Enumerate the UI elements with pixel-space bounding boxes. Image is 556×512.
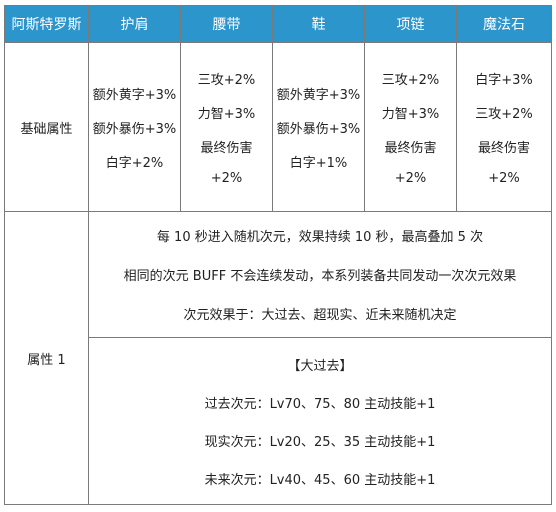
- effect-line: 每 10 秒进入随机次元，效果持续 10 秒，最高叠加 5 次: [156, 230, 484, 245]
- cell-line: 最终伤害: [384, 140, 437, 156]
- cell-line: 最终伤害: [477, 140, 530, 156]
- cell-line: +2%: [394, 170, 427, 186]
- dimension-effect-row: 【大过去】 过去次元：Lv70、75、80 主动技能+1 现实次元：Lv20、2…: [5, 337, 552, 505]
- header-necklace: 项链: [364, 5, 457, 43]
- set-attribute-table: 阿斯特罗斯 护肩 腰带 鞋 项链 魔法石 基础属性 额外黄字+3% 额外暴伤+3…: [4, 5, 552, 505]
- cell-line: +2%: [488, 170, 520, 186]
- cell-line: +2%: [210, 170, 243, 186]
- dimension-line: 过去次元：Lv70、75、80 主动技能+1: [204, 396, 436, 412]
- base-attribute-label: 基础属性: [4, 42, 89, 212]
- set-effect-cell: 每 10 秒进入随机次元，效果持续 10 秒，最高叠加 5 次 相同的次元 BU…: [88, 211, 552, 338]
- cell-line: 力智+3%: [381, 106, 440, 122]
- cell-line: 力智+3%: [197, 106, 256, 122]
- shoulder-base-cell: 额外黄字+3% 额外暴伤+3% 白字+2%: [88, 42, 181, 212]
- header-row: 阿斯特罗斯 护肩 腰带 鞋 项链 魔法石: [4, 5, 552, 43]
- belt-base-cell: 三攻+2% 力智+3% 最终伤害 +2%: [180, 42, 273, 212]
- necklace-base-cell: 三攻+2% 力智+3% 最终伤害 +2%: [364, 42, 457, 212]
- effect-line: 相同的次元 BUFF 不会连续发动，本系列装备共同发动一次次元效果: [123, 269, 517, 284]
- attribute-effect-row: 属性 1 每 10 秒进入随机次元，效果持续 10 秒，最高叠加 5 次 相同的…: [4, 211, 552, 505]
- dimension-line: 未来次元：Lv40、45、60 主动技能+1: [204, 472, 436, 488]
- header-magic-stone: 魔法石: [456, 5, 552, 43]
- header-set-name: 阿斯特罗斯: [4, 5, 89, 43]
- cell-line: 白字+3%: [475, 72, 533, 88]
- shoes-base-cell: 额外黄字+3% 额外暴伤+3% 白字+1%: [272, 42, 365, 212]
- header-shoulder: 护肩: [88, 5, 181, 43]
- cell-line: 白字+2%: [105, 155, 164, 171]
- cell-line: 额外黄字+3%: [276, 87, 361, 103]
- magic-stone-base-cell: 白字+3% 三攻+2% 最终伤害 +2%: [456, 42, 552, 212]
- cell-line: 三攻+2%: [197, 72, 256, 88]
- attribute-1-label: 属性 1: [4, 211, 89, 505]
- cell-line: 三攻+2%: [381, 72, 440, 88]
- header-shoes: 鞋: [272, 5, 365, 43]
- cell-line: 额外暴伤+3%: [276, 121, 361, 137]
- cell-line: 额外黄字+3%: [92, 87, 177, 103]
- cell-line: 白字+1%: [289, 155, 348, 171]
- header-belt: 腰带: [180, 5, 273, 43]
- cell-line: 三攻+2%: [475, 106, 533, 122]
- cell-line: 最终伤害: [200, 140, 253, 156]
- cell-line: 额外暴伤+3%: [92, 121, 177, 137]
- dimension-effect-cell: 【大过去】 过去次元：Lv70、75、80 主动技能+1 现实次元：Lv20、2…: [88, 337, 552, 505]
- base-attribute-row: 基础属性 额外黄字+3% 额外暴伤+3% 白字+2% 三攻+2% 力智+3% 最…: [4, 42, 552, 212]
- dimension-line: 现实次元：Lv20、25、35 主动技能+1: [204, 434, 436, 450]
- effect-line: 次元效果于：大过去、超现实、近未来随机决定: [183, 308, 457, 323]
- dimension-title: 【大过去】: [287, 358, 353, 374]
